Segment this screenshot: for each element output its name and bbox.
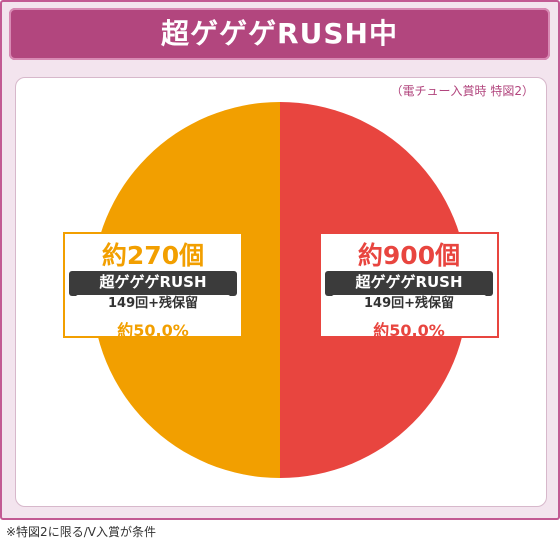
chart-note: （電チュー入賞時 特図2） [390, 84, 534, 98]
rush-badge-right: 超ゲゲゲRUSH 149回+残保留 [325, 271, 493, 313]
payout-count-left: 約270個 [101, 241, 205, 270]
percent-right: 約50.0% [373, 321, 445, 340]
rush-badge-left: 超ゲゲゲRUSH 149回+残保留 [69, 271, 237, 313]
rush-name-right: 超ゲゲゲRUSH [355, 273, 463, 291]
percent-left: 約50.0% [117, 321, 189, 340]
payout-count-right: 約900個 [357, 241, 461, 270]
header-banner: 超ゲゲゲRUSH中 [9, 8, 550, 60]
page-title: 超ゲゲゲRUSH中 [161, 17, 398, 50]
rush-detail-right: 149回+残保留 [332, 295, 486, 313]
slice-label-left: 約270個 超ゲゲゲRUSH 149回+残保留 約50.0% [63, 232, 243, 340]
rush-name-left: 超ゲゲゲRUSH [99, 273, 207, 291]
rush-detail-left: 149回+残保留 [76, 295, 230, 313]
slice-label-right: 約900個 超ゲゲゲRUSH 149回+残保留 約50.0% [319, 232, 499, 340]
footnote: ※特図2に限る/V入賞が条件 [6, 525, 156, 539]
